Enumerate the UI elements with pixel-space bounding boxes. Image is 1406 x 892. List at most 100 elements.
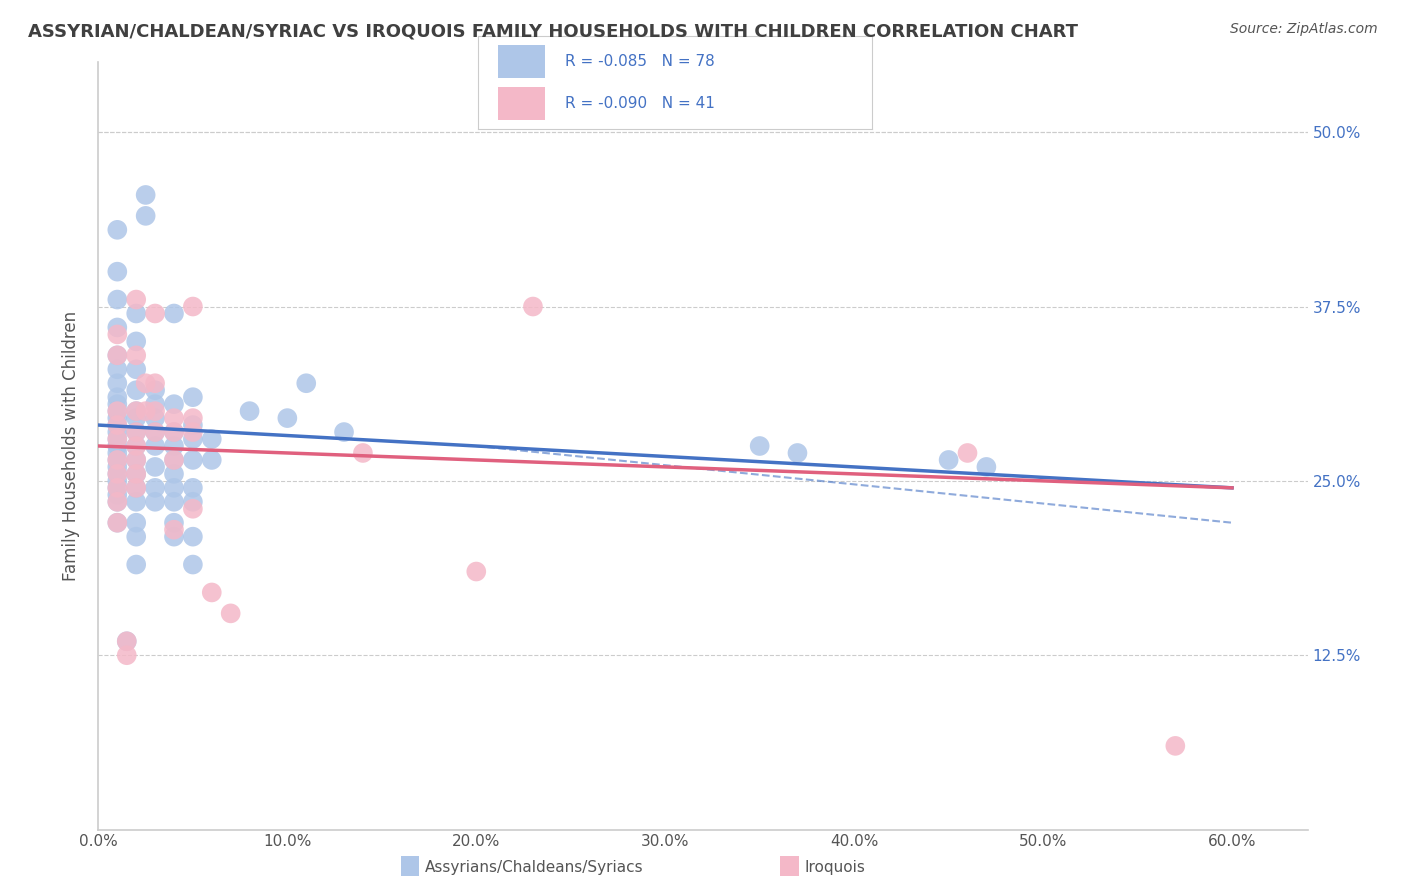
Point [181, 481, 204, 495]
Point [105, 495, 128, 509]
Point [163, 306, 186, 320]
Point [748, 439, 770, 453]
Point [105, 453, 128, 467]
Point [125, 516, 148, 530]
Point [181, 495, 204, 509]
Text: R = -0.085   N = 78: R = -0.085 N = 78 [565, 54, 714, 69]
Point [105, 516, 128, 530]
Point [125, 362, 148, 376]
Point [163, 530, 186, 544]
Point [105, 488, 128, 502]
Point [105, 293, 128, 307]
Point [163, 425, 186, 439]
Point [125, 481, 148, 495]
Point [181, 558, 204, 572]
Point [163, 411, 186, 425]
Point [938, 453, 960, 467]
Point [143, 376, 166, 391]
Point [143, 439, 166, 453]
Point [105, 467, 128, 481]
Point [125, 453, 148, 467]
Point [105, 397, 128, 411]
Point [295, 376, 318, 391]
Point [125, 404, 148, 418]
Point [163, 425, 186, 439]
Point [105, 223, 128, 237]
Point [125, 439, 148, 453]
Point [105, 390, 128, 404]
Point [125, 293, 148, 307]
Point [125, 453, 148, 467]
Point [143, 481, 166, 495]
Text: Assyrians/Chaldeans/Syriacs: Assyrians/Chaldeans/Syriacs [425, 860, 643, 874]
Point [143, 425, 166, 439]
Point [105, 418, 128, 433]
Point [135, 209, 157, 223]
Text: Source: ZipAtlas.com: Source: ZipAtlas.com [1230, 22, 1378, 37]
Point [143, 397, 166, 411]
Point [115, 634, 138, 648]
Point [181, 390, 204, 404]
Point [105, 425, 128, 439]
Point [522, 300, 544, 314]
Point [163, 516, 186, 530]
Point [115, 634, 138, 648]
Y-axis label: Family Households with Children: Family Households with Children [62, 311, 80, 581]
Point [105, 320, 128, 334]
Point [105, 411, 128, 425]
Point [276, 411, 298, 425]
Point [163, 523, 186, 537]
Point [143, 383, 166, 397]
Point [105, 516, 128, 530]
Point [105, 446, 128, 460]
Point [143, 425, 166, 439]
Point [125, 558, 148, 572]
Point [135, 404, 157, 418]
Point [115, 648, 138, 663]
Point [135, 188, 157, 202]
Text: ASSYRIAN/CHALDEAN/SYRIAC VS IROQUOIS FAMILY HOUSEHOLDS WITH CHILDREN CORRELATION: ASSYRIAN/CHALDEAN/SYRIAC VS IROQUOIS FAM… [28, 22, 1078, 40]
Point [135, 376, 157, 391]
Point [105, 418, 128, 433]
Point [786, 446, 808, 460]
Point [105, 439, 128, 453]
Point [125, 383, 148, 397]
Point [976, 459, 998, 474]
Point [105, 432, 128, 446]
Point [143, 306, 166, 320]
Point [105, 348, 128, 362]
Point [201, 453, 224, 467]
Point [181, 501, 204, 516]
Point [105, 481, 128, 495]
Point [125, 439, 148, 453]
Point [105, 459, 128, 474]
Point [125, 306, 148, 320]
Point [105, 495, 128, 509]
Point [181, 425, 204, 439]
Point [105, 265, 128, 279]
Point [105, 453, 128, 467]
Point [465, 565, 488, 579]
Point [105, 376, 128, 391]
Bar [498, 87, 546, 120]
Point [125, 530, 148, 544]
Point [125, 334, 148, 349]
Point [181, 411, 204, 425]
Point [181, 530, 204, 544]
Point [105, 348, 128, 362]
Point [105, 327, 128, 342]
Point [333, 425, 356, 439]
Point [163, 481, 186, 495]
Point [125, 425, 148, 439]
Point [125, 467, 148, 481]
Point [181, 453, 204, 467]
Point [105, 481, 128, 495]
Point [956, 446, 979, 460]
Point [125, 425, 148, 439]
Point [143, 404, 166, 418]
Point [125, 411, 148, 425]
Point [105, 362, 128, 376]
Point [163, 467, 186, 481]
Point [125, 495, 148, 509]
Point [1164, 739, 1187, 753]
